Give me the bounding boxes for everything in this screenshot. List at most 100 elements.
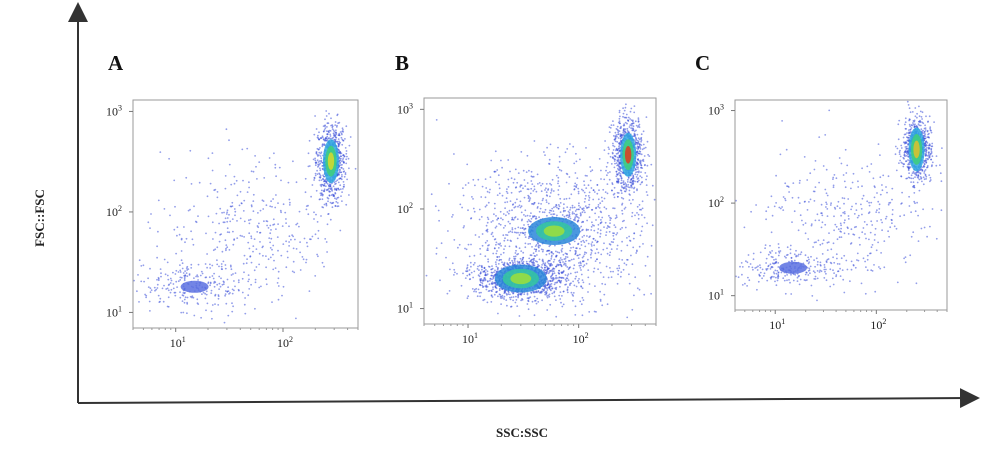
data-point xyxy=(265,204,268,207)
data-point xyxy=(473,270,476,273)
data-point xyxy=(430,193,433,196)
data-point xyxy=(639,160,642,163)
data-point xyxy=(597,216,600,218)
data-point xyxy=(483,270,486,272)
data-point xyxy=(928,115,931,118)
data-point xyxy=(566,256,569,258)
data-point xyxy=(472,207,475,210)
data-point xyxy=(574,172,577,174)
data-point xyxy=(541,199,544,202)
data-point xyxy=(630,254,632,257)
data-point xyxy=(281,225,284,228)
data-point xyxy=(535,216,537,218)
data-point xyxy=(624,206,627,209)
data-point xyxy=(206,266,209,269)
data-point xyxy=(612,124,615,126)
data-point xyxy=(242,262,245,265)
data-point xyxy=(288,235,291,238)
data-point xyxy=(555,255,557,258)
data-point xyxy=(496,270,499,273)
data-point xyxy=(605,231,608,234)
data-point xyxy=(149,287,152,290)
data-point xyxy=(535,244,538,246)
data-point xyxy=(623,190,626,193)
data-point xyxy=(639,148,642,150)
data-point xyxy=(633,132,636,135)
data-point xyxy=(651,184,654,187)
data-point xyxy=(258,263,260,266)
data-point xyxy=(236,237,239,240)
data-point xyxy=(619,162,622,164)
data-point xyxy=(545,187,547,190)
data-point xyxy=(574,277,577,280)
data-point xyxy=(490,221,493,223)
data-point xyxy=(507,264,510,267)
data-point xyxy=(520,211,523,214)
data-point xyxy=(487,260,490,263)
data-point xyxy=(577,187,580,190)
data-point xyxy=(615,149,617,152)
data-point xyxy=(342,129,344,131)
data-point xyxy=(323,188,326,191)
data-point xyxy=(928,151,930,154)
data-point xyxy=(534,217,537,220)
y-tick-label: 103 xyxy=(106,103,122,118)
data-point xyxy=(917,174,920,177)
data-point xyxy=(175,269,178,272)
data-point xyxy=(549,264,552,267)
data-point xyxy=(449,268,451,271)
data-point xyxy=(345,158,348,161)
data-point xyxy=(577,192,580,195)
data-point xyxy=(612,144,614,147)
data-point xyxy=(550,213,552,216)
data-point xyxy=(537,183,539,185)
data-point xyxy=(326,223,329,226)
data-point xyxy=(472,276,474,279)
data-point xyxy=(560,249,563,252)
data-point xyxy=(598,207,601,209)
data-point xyxy=(225,302,228,305)
data-point xyxy=(520,250,523,253)
data-point xyxy=(619,189,622,192)
data-point xyxy=(313,176,316,179)
data-point xyxy=(500,159,502,162)
data-point xyxy=(499,294,502,296)
data-point xyxy=(646,194,649,197)
data-point xyxy=(599,210,602,213)
data-point xyxy=(526,154,529,157)
data-point xyxy=(500,253,502,256)
data-point xyxy=(481,244,484,247)
data-point xyxy=(246,258,249,260)
data-point xyxy=(532,190,535,192)
data-point xyxy=(196,302,199,304)
data-point xyxy=(166,274,169,277)
data-point xyxy=(493,275,495,278)
data-point xyxy=(613,207,616,210)
data-point xyxy=(615,233,618,236)
data-point xyxy=(572,267,575,270)
data-point xyxy=(243,271,245,274)
data-point xyxy=(278,166,281,169)
data-point xyxy=(322,138,325,141)
data-point xyxy=(484,272,487,274)
data-point xyxy=(928,174,931,177)
data-point xyxy=(337,144,340,146)
data-point xyxy=(616,125,619,128)
data-point xyxy=(514,255,517,258)
data-point xyxy=(320,215,322,217)
data-point xyxy=(635,252,638,254)
data-point xyxy=(334,136,337,139)
data-point xyxy=(555,274,557,277)
data-point xyxy=(567,259,570,262)
data-point xyxy=(625,116,628,119)
data-point xyxy=(926,165,929,167)
data-point xyxy=(606,174,608,177)
data-point xyxy=(603,226,605,229)
data-point xyxy=(269,241,271,244)
data-point xyxy=(531,176,534,178)
data-point xyxy=(597,251,600,254)
panel-label-a: A xyxy=(108,51,124,75)
data-point xyxy=(572,246,575,249)
data-point xyxy=(494,261,497,263)
